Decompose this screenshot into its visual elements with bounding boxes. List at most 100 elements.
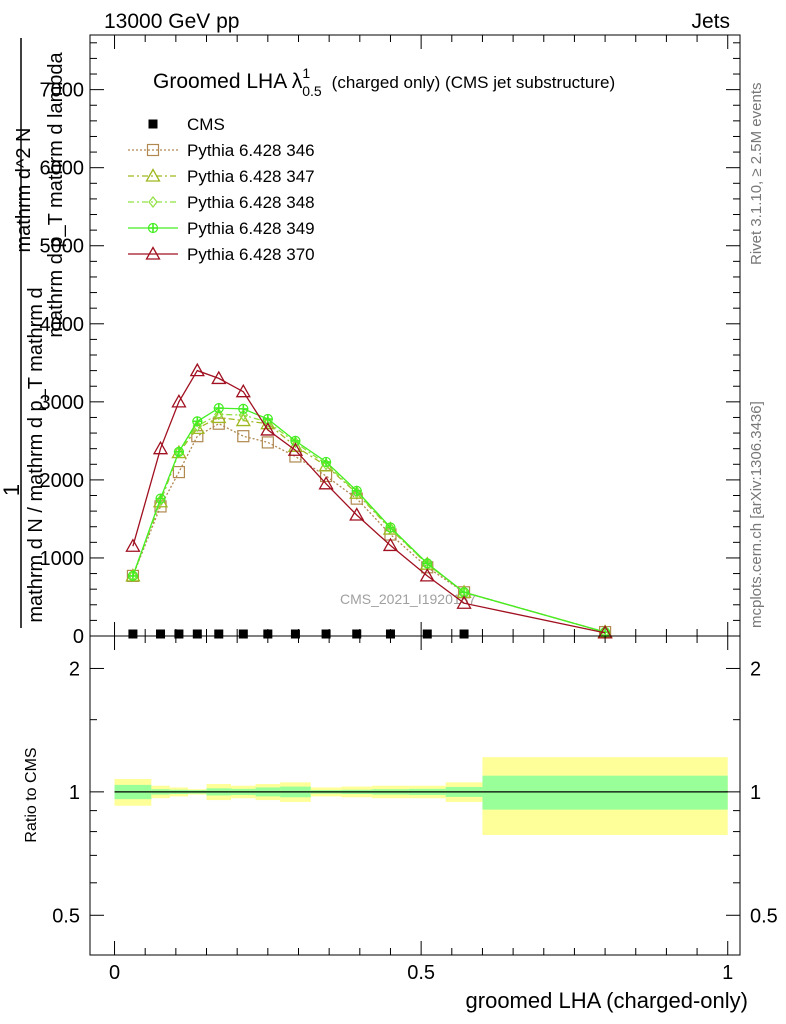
y-label-denominator-2: mathrm d p_T mathrm d lambda (45, 51, 67, 337)
x-tick-label: 0.5 (407, 962, 435, 984)
legend-label: Pythia 6.428 347 (187, 167, 315, 186)
data-point (235, 412, 251, 427)
y-tick-label: 3000 (40, 392, 85, 414)
uncertainty-band-stat (482, 775, 728, 810)
legend-marker (145, 246, 161, 260)
ratio-y-tick-label: 2 (69, 658, 80, 680)
x-tick-label: 0 (109, 962, 120, 984)
data-point (290, 629, 300, 639)
ratio-plot-panel: 0.5 0.5 1 1 2 2 0 0.5 1 Ratio to CMS groomed LHA (… (23, 635, 778, 1013)
data-point (352, 629, 362, 639)
data-point-cross (213, 403, 224, 414)
y-label-numerator: mathrm d^2 N (13, 128, 35, 253)
legend-label: Pythia 6.428 348 (187, 193, 315, 212)
data-point (321, 629, 331, 639)
x-tick-label: 1 (722, 962, 733, 984)
chart-subtitle: (charged only) (CMS jet substructure) (332, 73, 615, 92)
data-point (171, 394, 187, 408)
data-point (385, 522, 396, 535)
data-point-cross (385, 522, 396, 533)
y-label-one: 1 (0, 484, 24, 496)
data-point (128, 629, 138, 639)
data-point-cross (238, 403, 249, 414)
data-point-cross (155, 493, 166, 504)
data-point (238, 409, 249, 422)
data-point (349, 507, 365, 521)
data-point (211, 370, 227, 385)
title-subscript: 0.5 (302, 83, 322, 99)
legend-marker (148, 119, 158, 129)
ratio-y-label: Ratio to CMS (23, 747, 40, 842)
data-point (456, 595, 472, 609)
series-4 (127, 402, 611, 638)
legend-marker-cross (148, 223, 158, 233)
data-point (235, 383, 251, 398)
data-point (214, 629, 224, 639)
data-point (152, 440, 169, 455)
ratio-y-tick-label-right: 2 (750, 658, 761, 680)
data-point (287, 442, 304, 456)
series-line (132, 407, 606, 633)
y-tick-label: 4000 (40, 314, 85, 336)
series-0 (128, 629, 469, 639)
series-5 (125, 362, 613, 639)
x-axis-label: groomed LHA (charged-only) (466, 988, 748, 1013)
data-point (192, 629, 202, 639)
data-point (263, 629, 273, 639)
data-point (174, 629, 184, 639)
data-point (318, 475, 334, 490)
data-point (459, 629, 469, 639)
data-point (214, 408, 224, 421)
header-energy-label: 13000 GeV pp (104, 10, 239, 33)
ratio-y-tick-label: 1 (69, 782, 80, 804)
ratio-y-tick-label-right: 1 (750, 782, 761, 804)
chart-title: Groomed LHA λ1 0.5 (charged only) (CMS jet… (153, 65, 615, 99)
title-superscript: 1 (302, 65, 310, 81)
title-symbol: λ (292, 70, 303, 93)
legend-marker (148, 196, 158, 208)
data-point (156, 629, 166, 639)
legend: CMS Pythia 6.428 346 Pythia 6.428 347 Pythi… (128, 115, 315, 264)
legend-marker (146, 143, 160, 157)
data-point (172, 465, 186, 479)
data-point (385, 629, 395, 639)
legend-marker (145, 168, 161, 182)
legend-label: Pythia 6.428 346 (187, 141, 315, 160)
ratio-y-tick-label: 0.5 (52, 905, 80, 927)
data-point-cross (173, 446, 184, 457)
legend-label: Pythia 6.428 349 (187, 219, 315, 238)
legend-label: Pythia 6.428 370 (187, 245, 315, 264)
data-point-cross (422, 558, 433, 569)
data-point-cross (321, 456, 332, 467)
data-point (125, 538, 141, 552)
data-point (261, 436, 274, 449)
y-tick-label: 6000 (40, 158, 85, 180)
series-line (132, 369, 606, 634)
analysis-watermark: CMS_2021_I1920187 (340, 591, 476, 607)
data-point (422, 629, 432, 639)
y-tick-label: 1000 (40, 548, 85, 570)
data-point (419, 568, 435, 582)
mcplots-source-label: mcplots.cern.ch [arXiv:1306.3436] (748, 401, 765, 628)
header-jets-label: Jets (691, 10, 730, 33)
y-tick-label: 5000 (40, 236, 85, 258)
data-point-cross (192, 416, 203, 427)
data-point-cross (127, 570, 138, 581)
data-point (287, 438, 304, 452)
data-point (192, 420, 203, 433)
y-tick-label: 7000 (40, 80, 85, 102)
data-point-cross (351, 485, 362, 496)
ratio-frame (89, 635, 741, 956)
ratio-y-tick-label-right: 0.5 (750, 905, 778, 927)
y-label-denominator-1: mathrm d N / mathrm d p_T mathrm d (25, 287, 47, 622)
data-point (237, 430, 250, 443)
rivet-version-label: Rivet 3.1.10, ≥ 2.5M events (748, 83, 765, 266)
data-point (238, 629, 248, 639)
legend-label: CMS (187, 115, 225, 134)
data-point (289, 450, 302, 463)
data-point (382, 537, 399, 552)
y-tick-label: 2000 (40, 470, 85, 492)
data-point (189, 362, 205, 377)
